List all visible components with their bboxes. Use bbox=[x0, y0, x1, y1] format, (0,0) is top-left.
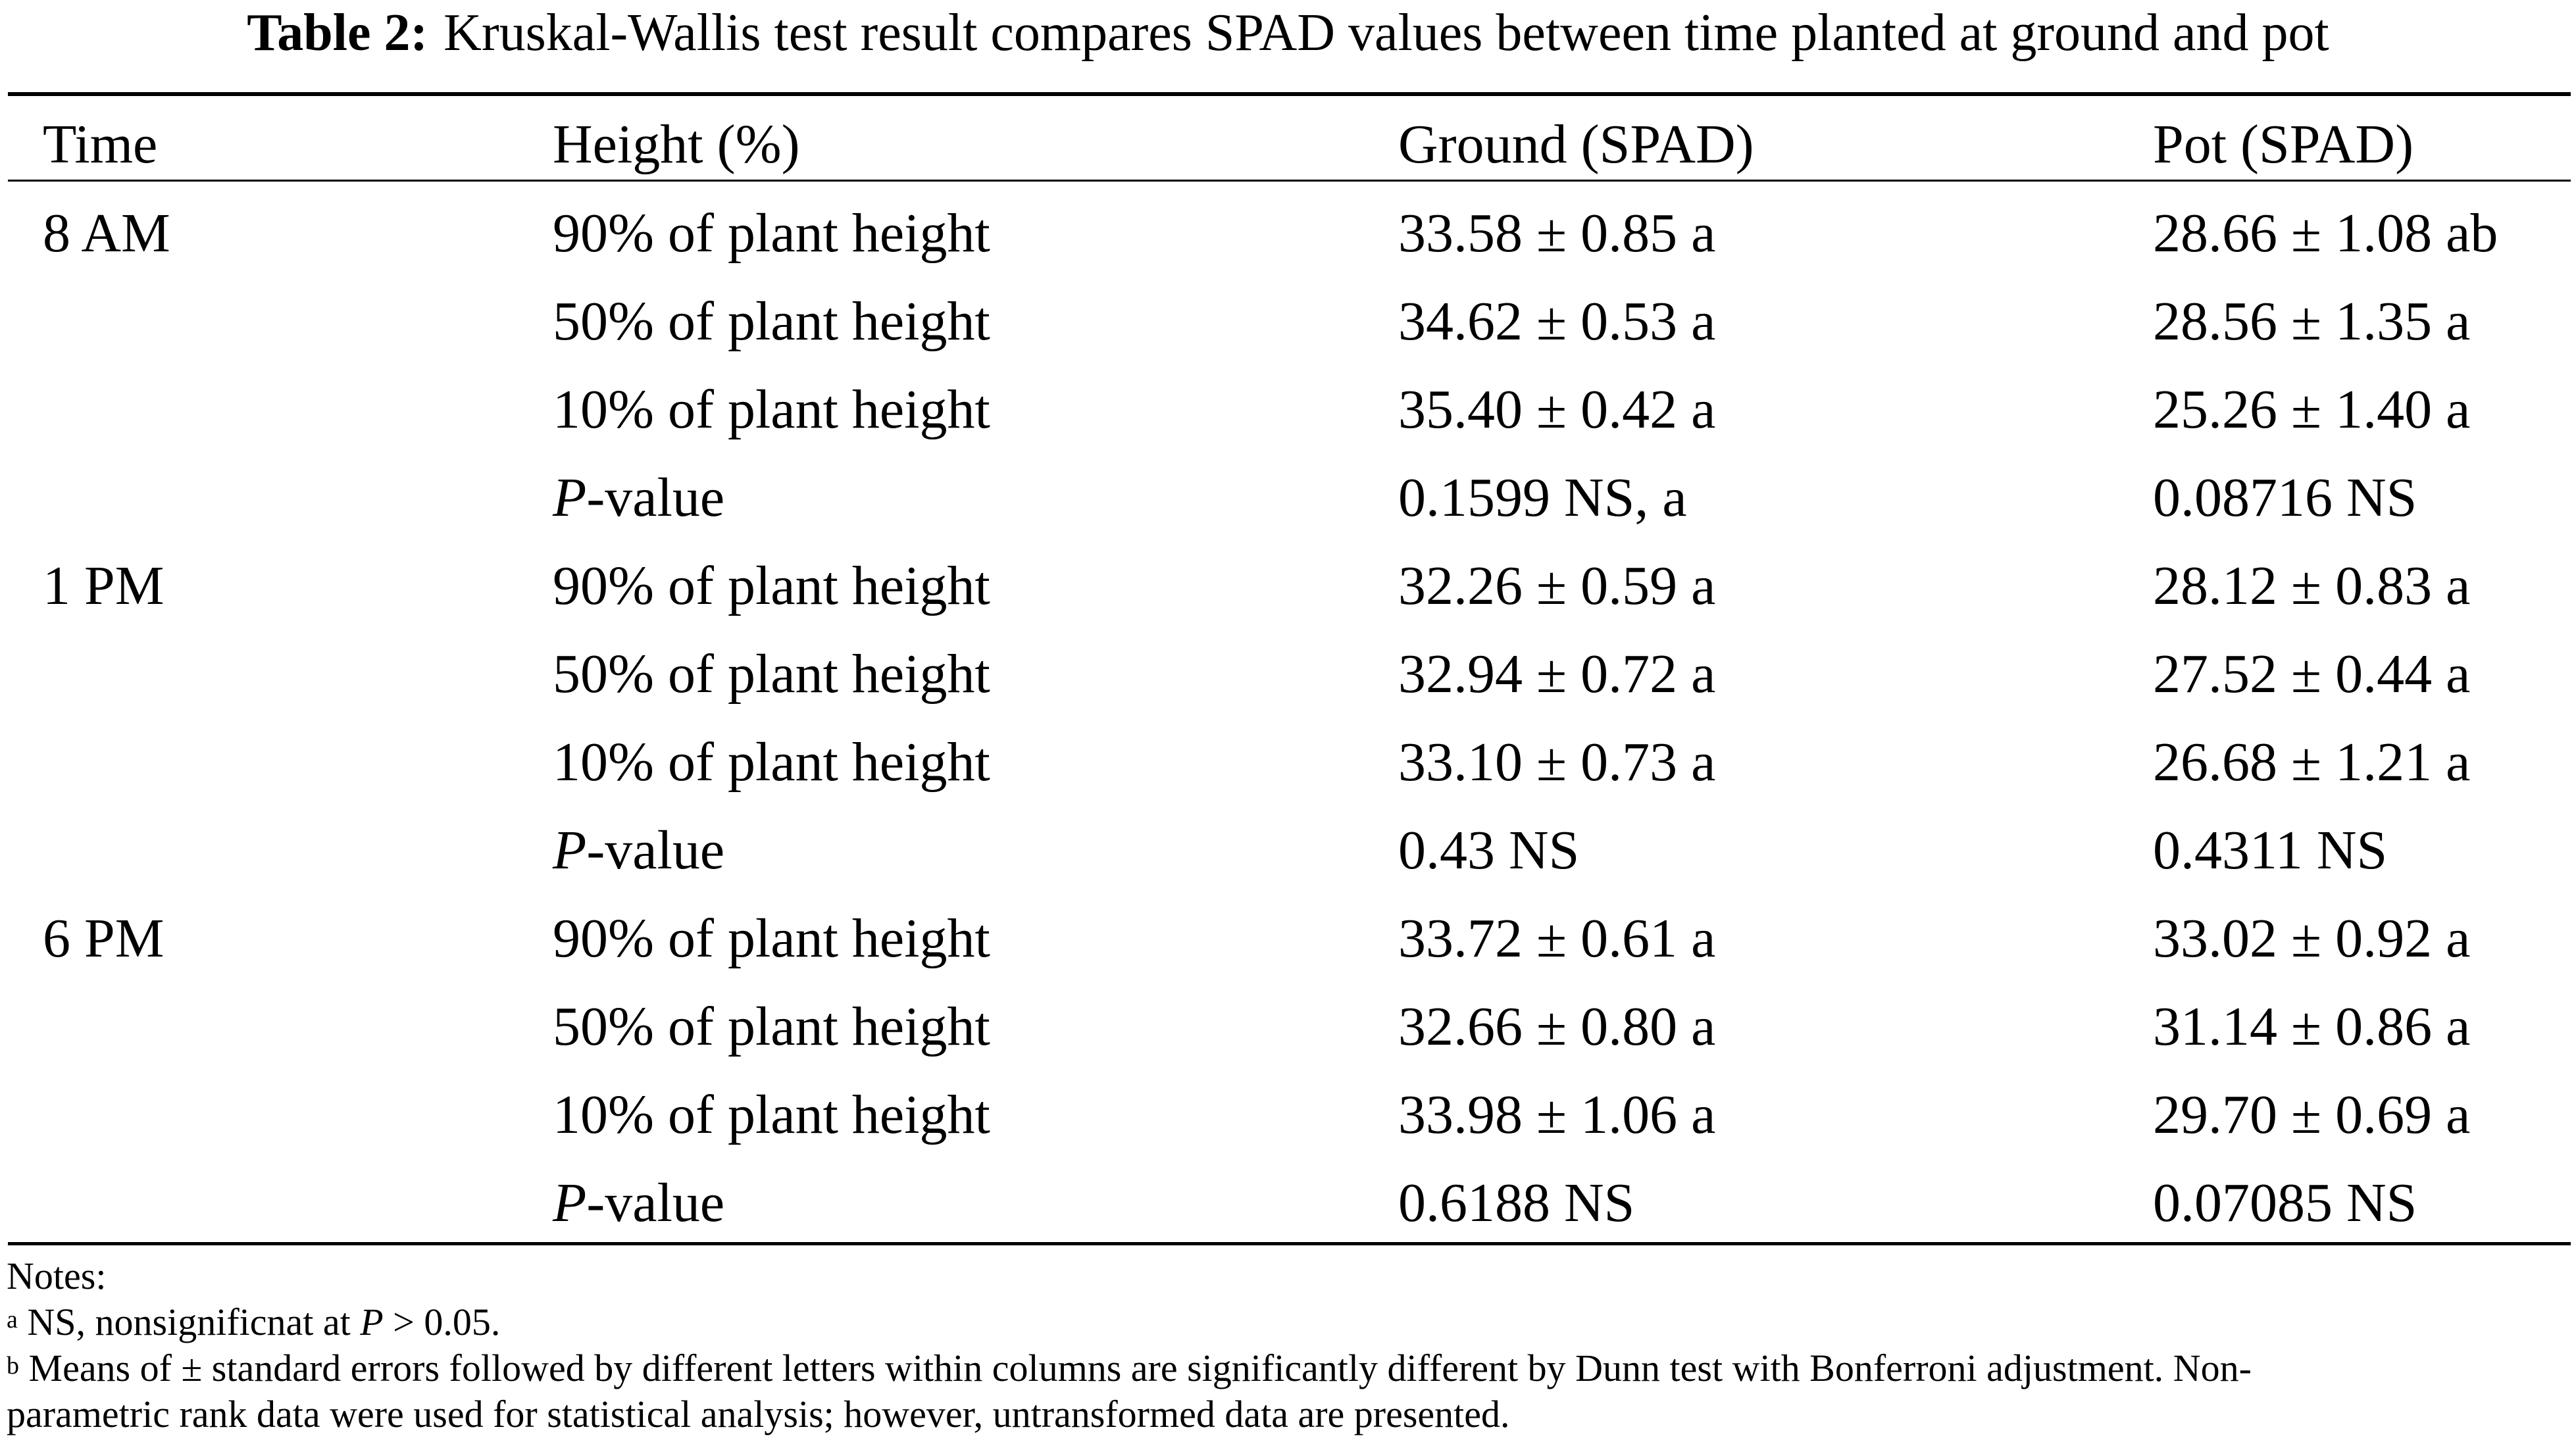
row-height: 50% of plant height bbox=[553, 996, 990, 1057]
note-b-mark: b bbox=[7, 1352, 19, 1380]
row-ground: 33.58 ± 0.85 a bbox=[1398, 203, 1716, 264]
note-b-line1: Means of ± standard errors followed by d… bbox=[19, 1347, 2252, 1389]
row-time: 8 AM bbox=[43, 203, 170, 264]
row-pot: 27.52 ± 0.44 a bbox=[2153, 643, 2471, 705]
top-rule bbox=[8, 92, 2571, 96]
p-value-suffix: -value bbox=[586, 820, 725, 881]
row-height: 10% of plant height bbox=[553, 379, 990, 440]
bottom-rule bbox=[8, 1242, 2571, 1245]
table-notes: Notes: a NS, nonsignificnat at P > 0.05.… bbox=[7, 1253, 2569, 1437]
row-pot: 25.26 ± 1.40 a bbox=[2153, 379, 2471, 440]
row-time: 1 PM bbox=[43, 555, 164, 616]
note-b: b Means of ± standard errors followed by… bbox=[7, 1345, 2569, 1391]
p-italic: P bbox=[553, 467, 587, 528]
header-time: Time bbox=[43, 114, 158, 175]
header-rule bbox=[8, 180, 2571, 182]
row-height: 50% of plant height bbox=[553, 643, 990, 705]
note-a: a NS, nonsignificnat at P > 0.05. bbox=[7, 1299, 2569, 1345]
row-ground: 32.26 ± 0.59 a bbox=[1398, 555, 1716, 616]
row-p-value-label: P-value bbox=[553, 465, 724, 531]
row-ground: 33.72 ± 0.61 a bbox=[1398, 908, 1716, 969]
row-pot: 31.14 ± 0.86 a bbox=[2153, 996, 2471, 1057]
row-height: 10% of plant height bbox=[553, 1084, 990, 1145]
header-pot: Pot (SPAD) bbox=[2153, 114, 2414, 175]
header-height: Height (%) bbox=[553, 114, 800, 175]
note-a-tail: > 0.05. bbox=[383, 1301, 501, 1343]
table-caption: Table 2: Kruskal-Wallis test result compa… bbox=[0, 0, 2576, 66]
row-ground: 35.40 ± 0.42 a bbox=[1398, 379, 1716, 440]
row-p-value-label: P-value bbox=[553, 818, 724, 884]
p-value-suffix: -value bbox=[586, 1172, 725, 1234]
row-ground: 33.10 ± 0.73 a bbox=[1398, 732, 1716, 793]
row-pot: 0.07085 NS bbox=[2153, 1172, 2417, 1234]
row-pot: 28.66 ± 1.08 ab bbox=[2153, 203, 2498, 264]
row-height: 90% of plant height bbox=[553, 908, 990, 969]
row-height: 90% of plant height bbox=[553, 203, 990, 264]
row-pot: 33.02 ± 0.92 a bbox=[2153, 908, 2471, 969]
row-time: 6 PM bbox=[43, 908, 164, 969]
p-italic: P bbox=[553, 820, 587, 881]
row-pot: 0.4311 NS bbox=[2153, 820, 2388, 881]
note-b-continued: parametric rank data were used for stati… bbox=[7, 1393, 1510, 1435]
row-height: 10% of plant height bbox=[553, 732, 990, 793]
row-ground: 34.62 ± 0.53 a bbox=[1398, 291, 1716, 352]
table-caption-text: Kruskal-Wallis test result compares SPAD… bbox=[443, 4, 2329, 62]
row-pot: 28.12 ± 0.83 a bbox=[2153, 555, 2471, 616]
row-ground: 33.98 ± 1.06 a bbox=[1398, 1084, 1716, 1145]
note-a-text: NS, nonsignificnat at bbox=[17, 1301, 361, 1343]
row-height: 90% of plant height bbox=[553, 555, 990, 616]
row-ground: 32.94 ± 0.72 a bbox=[1398, 643, 1716, 705]
row-pot: 29.70 ± 0.69 a bbox=[2153, 1084, 2471, 1145]
p-italic: P bbox=[553, 1172, 587, 1234]
note-a-mark: a bbox=[7, 1306, 18, 1334]
p-value-suffix: -value bbox=[586, 467, 725, 528]
row-ground: 32.66 ± 0.80 a bbox=[1398, 996, 1716, 1057]
row-pot: 28.56 ± 1.35 a bbox=[2153, 291, 2471, 352]
row-pot: 26.68 ± 1.21 a bbox=[2153, 732, 2471, 793]
row-height: 50% of plant height bbox=[553, 291, 990, 352]
row-ground: 0.6188 NS bbox=[1398, 1172, 1635, 1234]
row-ground: 0.1599 NS, a bbox=[1398, 467, 1687, 528]
row-pot: 0.08716 NS bbox=[2153, 467, 2417, 528]
row-p-value-label: P-value bbox=[553, 1170, 724, 1236]
row-ground: 0.43 NS bbox=[1398, 820, 1580, 881]
notes-title: Notes: bbox=[7, 1255, 107, 1297]
table-caption-label: Table 2: bbox=[247, 4, 428, 62]
note-a-p: P bbox=[360, 1301, 384, 1343]
header-ground: Ground (SPAD) bbox=[1398, 114, 1754, 175]
data-table: Time Height (%) Ground (SPAD) Pot (SPAD)… bbox=[43, 114, 2498, 1236]
